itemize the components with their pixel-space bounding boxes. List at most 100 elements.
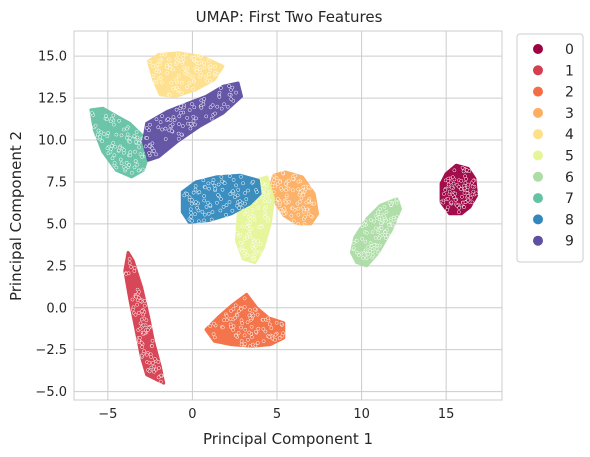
cluster-area-2 (204, 292, 286, 348)
data-point (155, 62, 160, 67)
data-point (361, 255, 365, 260)
data-point (136, 168, 141, 173)
data-point (468, 195, 473, 200)
data-point (254, 190, 259, 194)
data-point (296, 206, 301, 211)
data-point (165, 65, 169, 70)
data-point (301, 205, 305, 210)
data-point (160, 127, 164, 132)
data-point (202, 97, 207, 101)
legend-marker (533, 214, 543, 225)
data-point (248, 213, 253, 218)
legend-label: 8 (565, 212, 574, 228)
data-point (137, 289, 141, 294)
legend-item-9: 9 (533, 234, 574, 250)
data-point (460, 165, 465, 170)
data-point (153, 357, 157, 361)
data-point (185, 85, 189, 90)
data-point (230, 85, 235, 90)
data-point (447, 189, 452, 194)
data-point (104, 113, 108, 118)
data-point (172, 118, 177, 123)
data-point (351, 246, 356, 251)
data-point (179, 59, 183, 64)
data-point (169, 80, 173, 85)
y-tick-labels: −5.0 −2.5 0.0 2.5 5.0 7.5 10.0 12.5 15.0 (35, 50, 67, 400)
data-point (183, 52, 188, 57)
data-point (168, 62, 173, 67)
data-point (238, 232, 243, 237)
data-point (305, 207, 309, 212)
data-point (282, 206, 287, 211)
data-point (303, 214, 307, 219)
data-point (239, 339, 244, 343)
data-point (224, 314, 229, 318)
data-point (286, 186, 291, 191)
data-point (114, 132, 119, 137)
data-point (474, 191, 479, 196)
data-point (383, 236, 388, 240)
data-point (283, 200, 288, 205)
data-point (266, 316, 270, 321)
data-point (112, 161, 117, 165)
data-point (197, 61, 201, 66)
data-point (219, 197, 223, 201)
data-point (452, 177, 457, 182)
data-point (240, 249, 244, 253)
data-point (248, 308, 252, 312)
data-point (142, 299, 147, 303)
data-point (245, 320, 250, 325)
data-point (239, 306, 244, 311)
data-point (127, 136, 132, 140)
data-point (147, 144, 152, 148)
data-point (187, 81, 192, 85)
data-point (374, 246, 379, 251)
data-point (202, 61, 207, 66)
data-point (194, 66, 199, 70)
data-point (209, 217, 214, 222)
legend-item-2: 2 (533, 85, 574, 101)
data-point (290, 206, 295, 211)
data-point (137, 141, 142, 145)
data-point (370, 250, 375, 254)
x-tick-label: 5 (273, 407, 281, 422)
data-point (165, 71, 170, 75)
data-point (102, 132, 106, 136)
data-point (199, 98, 204, 103)
data-point (117, 118, 122, 123)
data-point (189, 201, 194, 206)
data-point (105, 146, 110, 151)
data-point (229, 97, 234, 102)
data-point (300, 188, 305, 193)
data-point (127, 139, 132, 144)
data-point (224, 212, 228, 217)
cluster-2 (204, 292, 286, 349)
data-point (260, 195, 265, 199)
data-point (242, 305, 247, 309)
data-point (277, 336, 282, 340)
legend-item-5: 5 (533, 149, 574, 165)
data-point (158, 75, 163, 80)
data-point (457, 206, 462, 210)
data-point (150, 338, 155, 343)
data-point (254, 244, 258, 248)
data-point (109, 116, 114, 121)
cluster-1 (123, 250, 166, 385)
data-point (354, 239, 359, 243)
legend-marker (533, 171, 543, 182)
data-point (224, 203, 229, 208)
data-point (138, 321, 143, 326)
data-point (176, 131, 181, 136)
legend-item-3: 3 (533, 106, 574, 122)
data-point (256, 239, 260, 243)
data-point (267, 322, 272, 327)
data-point (372, 243, 377, 247)
data-point (448, 180, 453, 185)
data-point (124, 160, 129, 165)
data-point (362, 222, 367, 227)
data-point (210, 210, 215, 214)
data-point (296, 212, 301, 217)
data-point (302, 221, 307, 226)
data-point (279, 321, 284, 326)
data-point (122, 150, 126, 155)
